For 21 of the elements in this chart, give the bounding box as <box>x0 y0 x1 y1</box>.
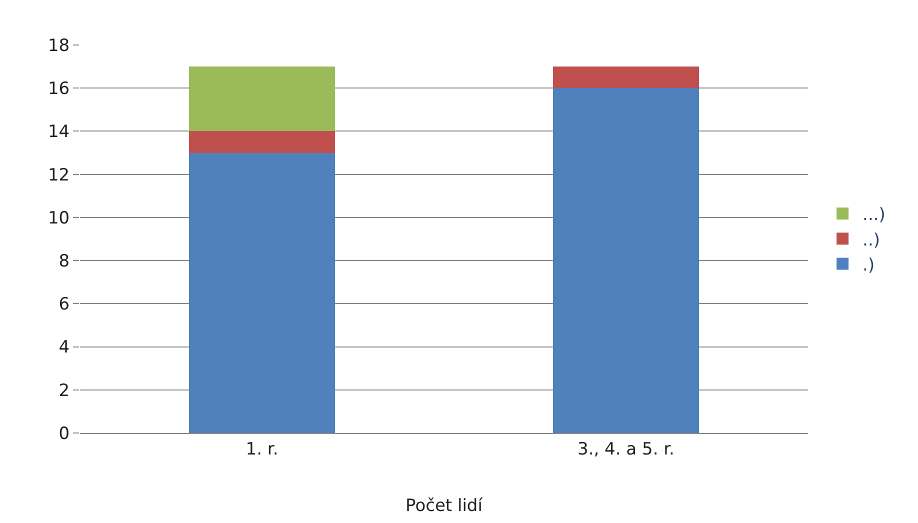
bar <box>189 152 335 433</box>
x-tick-label: 1. r. <box>246 439 278 460</box>
legend-label: ..) <box>862 230 880 250</box>
x-tick-label: 3., 4. a 5. r. <box>578 439 674 460</box>
x-axis-title: Počet lidí <box>406 496 484 516</box>
y-tick-label: 2 <box>58 380 70 401</box>
bar <box>553 66 699 88</box>
bar <box>189 66 335 132</box>
legend-label: ...) <box>862 205 886 226</box>
y-tick-label: 6 <box>58 294 70 315</box>
y-tick-label: 16 <box>48 79 70 100</box>
y-tick-label: 18 <box>48 36 70 56</box>
legend-label: .) <box>862 255 875 276</box>
y-tick-label: 8 <box>58 252 70 272</box>
bar <box>553 88 699 433</box>
y-tick-label: 10 <box>48 208 70 228</box>
y-tick-label: 0 <box>58 424 70 444</box>
y-tick-label: 14 <box>48 122 70 142</box>
bar <box>189 131 335 153</box>
y-tick-label: 4 <box>58 338 70 358</box>
y-tick-label: 12 <box>48 165 70 186</box>
